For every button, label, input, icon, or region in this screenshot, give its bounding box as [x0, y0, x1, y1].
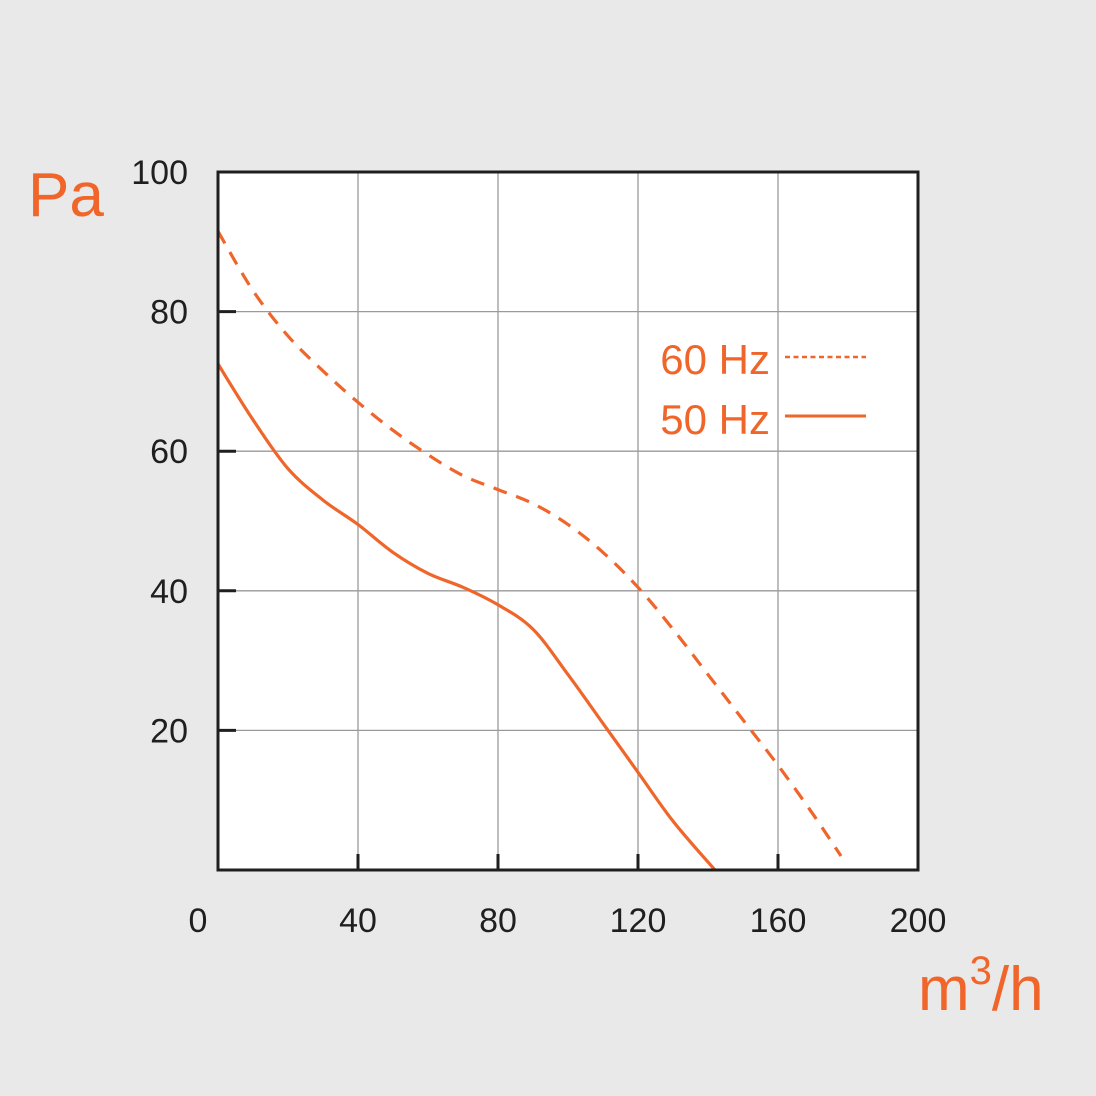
axis-ticks — [218, 310, 780, 870]
plot-frame — [216, 170, 920, 872]
y-tick-label: 60 — [150, 433, 188, 471]
x-axis-title-superscript: 3 — [970, 949, 992, 993]
y-tick-label: 40 — [150, 573, 188, 611]
tick-labels: 0 40 80 120 160 200 20 40 60 80 100 — [131, 154, 946, 940]
x-tick-label: 80 — [479, 902, 517, 940]
x-tick-label: 0 — [189, 902, 208, 940]
y-tick-label: 20 — [150, 712, 188, 750]
x-tick-label: 200 — [890, 902, 947, 940]
legend-label-50hz: 50 Hz — [660, 396, 770, 443]
y-tick-label: 100 — [131, 154, 188, 192]
legend: 60 Hz 50 Hz — [660, 336, 866, 443]
series-line-50hz — [216, 363, 717, 872]
y-axis-title: Pa — [28, 161, 104, 230]
x-axis-title: m3/h — [918, 949, 1044, 1024]
plot-area — [218, 172, 918, 870]
x-axis-title-base: m — [918, 955, 970, 1024]
x-tick-label: 160 — [750, 902, 807, 940]
x-tick-label: 120 — [610, 902, 667, 940]
x-axis-title-unit: /h — [992, 955, 1044, 1024]
x-tick-label: 40 — [339, 902, 377, 940]
series-layer — [216, 230, 843, 872]
y-tick-label: 80 — [150, 294, 188, 332]
series-line-60hz — [216, 230, 843, 857]
grid-lines — [218, 172, 918, 870]
legend-label-60hz: 60 Hz — [660, 336, 770, 383]
